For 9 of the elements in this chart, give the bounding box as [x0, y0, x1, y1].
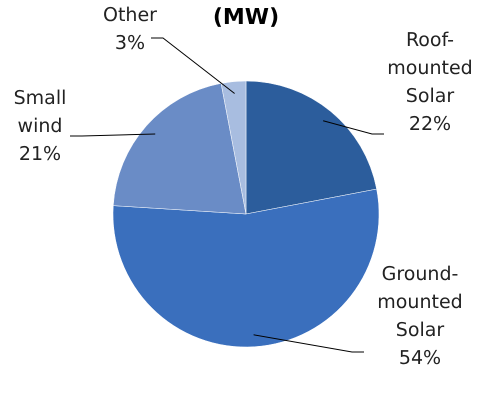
data-label: 3%	[114, 32, 146, 54]
chart-title: (MW)	[212, 5, 280, 30]
data-label: 54%	[398, 347, 442, 369]
slice-label: Roof-mounted Solar	[387, 29, 473, 107]
data-label: 21%	[18, 143, 62, 165]
slice-label: Ground-mounted Solar	[377, 263, 463, 341]
slice-label: Small wind	[14, 87, 66, 137]
data-label: 22%	[408, 113, 452, 135]
slice-label: Other	[103, 4, 158, 26]
